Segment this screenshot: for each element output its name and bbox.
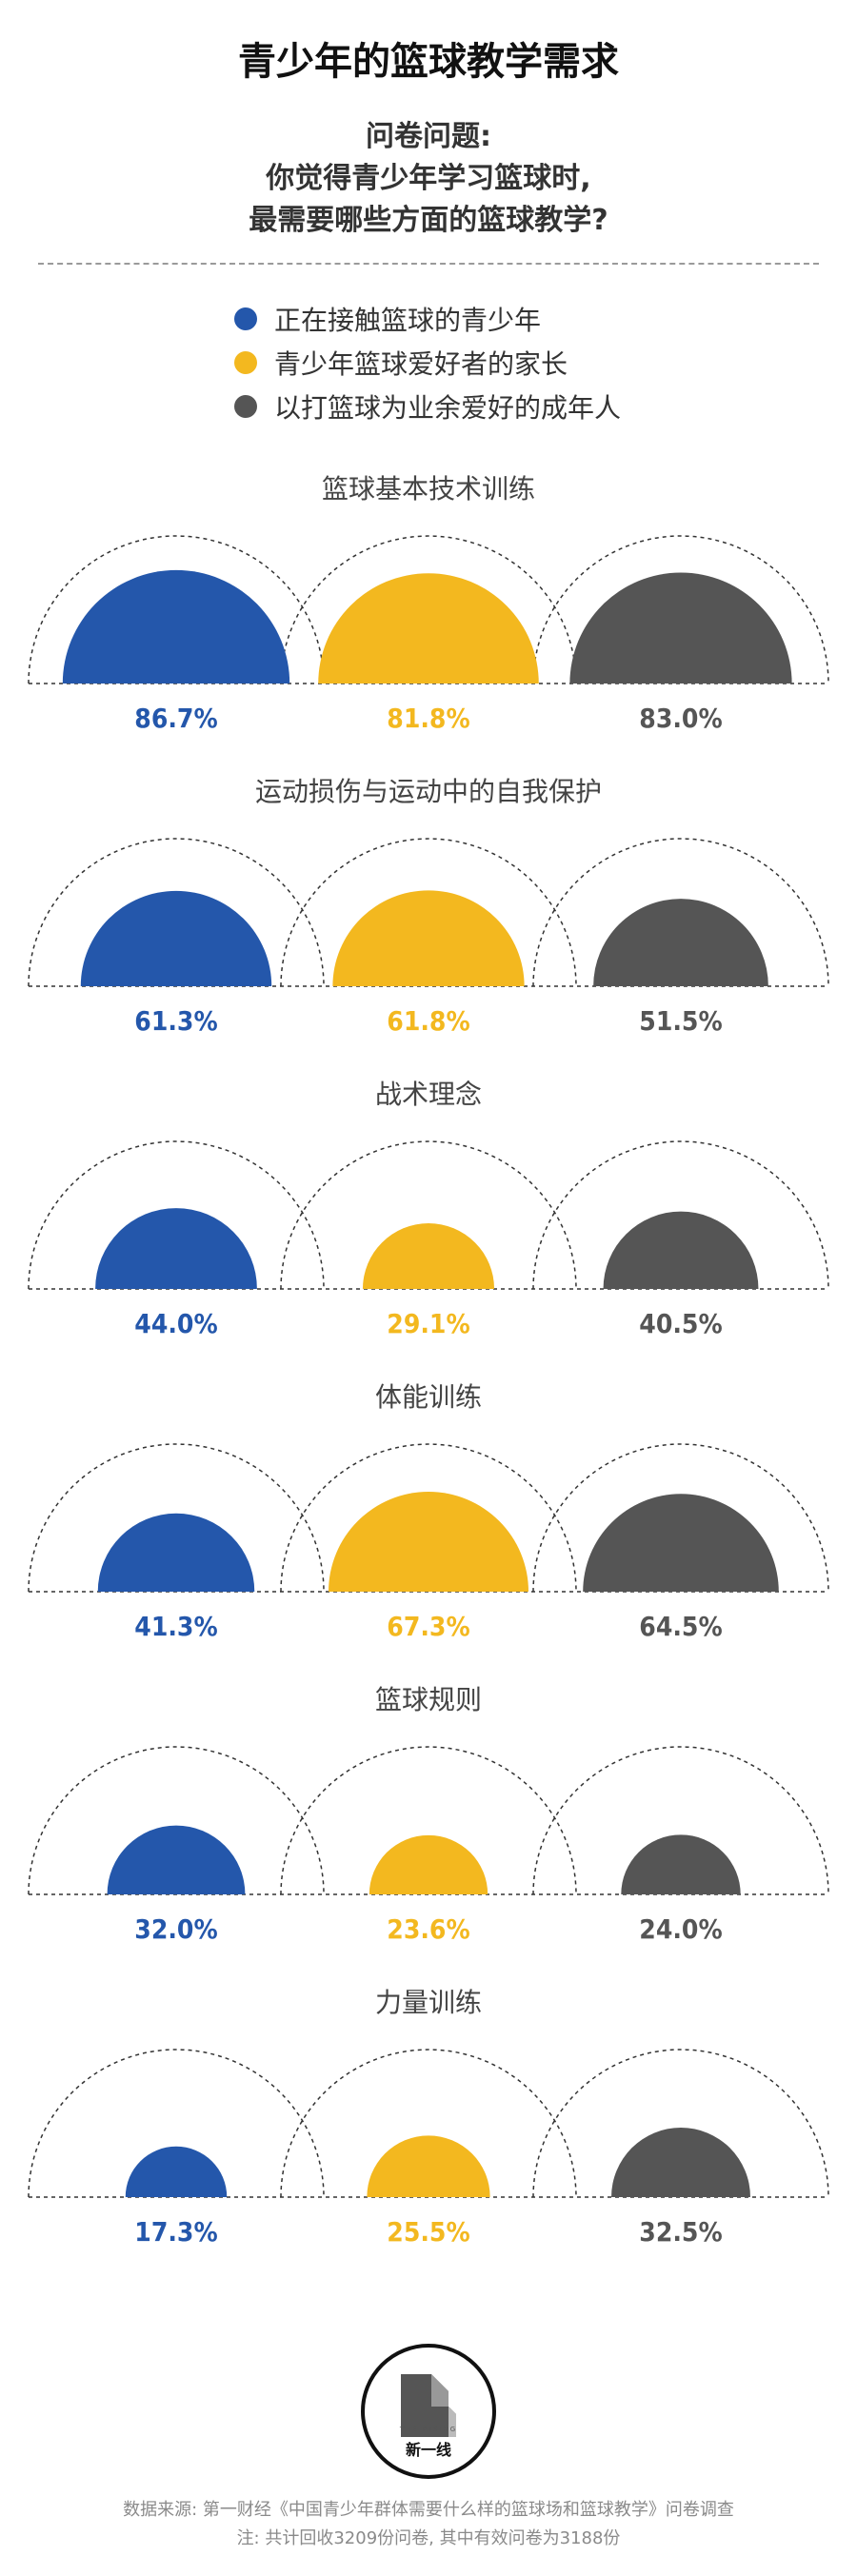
outline-arc-parents <box>280 1140 577 1290</box>
outline-arc-parents <box>280 1443 577 1593</box>
half-disc-parents <box>332 890 525 986</box>
half-disc-youth <box>62 569 290 684</box>
value-label-parents: 25.5% <box>387 2216 469 2248</box>
half-disc-adults <box>621 1834 741 1894</box>
value-label-adults: 24.0% <box>639 1913 722 1945</box>
value-label-youth: 41.3% <box>134 1611 217 1642</box>
logo: THE RISING 新一线 <box>361 2344 496 2479</box>
half-disc-youth <box>107 1825 246 1894</box>
outline-arc-adults <box>532 535 829 684</box>
half-disc-parents <box>318 573 539 684</box>
value-label-adults: 32.5% <box>639 2216 722 2248</box>
half-disc-parents <box>369 1834 488 1894</box>
value-label-adults: 51.5% <box>639 1005 722 1037</box>
half-disc-parents <box>362 1222 495 1289</box>
half-disc-adults <box>603 1211 759 1289</box>
source-line-2: 注: 共计回收3209份问卷, 其中有效问卷为3188份 <box>236 2528 621 2548</box>
outline-arc-adults <box>532 1443 829 1593</box>
question-line-2: 最需要哪些方面的篮球教学? <box>249 204 608 237</box>
half-disc-youth <box>80 890 272 986</box>
dashed-divider <box>38 263 819 265</box>
half-disc-youth <box>95 1208 257 1289</box>
half-disc-parents <box>367 2135 490 2197</box>
group-title: 篮球基本技术训练 <box>322 473 535 505</box>
outline-arc-youth <box>28 1443 325 1593</box>
outline-arc-youth <box>28 535 325 684</box>
group-title: 篮球规则 <box>375 1684 482 1715</box>
outline-arc-parents <box>280 838 577 987</box>
outline-arc-parents <box>280 2049 577 2198</box>
value-label-youth: 61.3% <box>134 1005 217 1037</box>
value-label-youth: 44.0% <box>134 1308 217 1339</box>
group-title: 力量训练 <box>375 1987 482 2018</box>
logo-name: 新一线 <box>405 2441 451 2459</box>
value-label-adults: 83.0% <box>639 703 722 734</box>
legend-dot-adults <box>234 395 257 418</box>
half-disc-adults <box>593 899 768 986</box>
half-disc-adults <box>583 1494 779 1592</box>
value-label-youth: 32.0% <box>134 1913 217 1945</box>
question-line-1: 你觉得青少年学习篮球时, <box>266 162 591 195</box>
legend-item-youth: 正在接触篮球的青少年 <box>234 297 621 341</box>
source-line-1: 数据来源: 第一财经《中国青少年群体需要什么样的篮球场和篮球教学》问卷调查 <box>123 2500 734 2520</box>
value-label-parents: 61.8% <box>387 1005 469 1037</box>
outline-arc-parents <box>280 1746 577 1895</box>
outline-arc-adults <box>532 1746 829 1895</box>
legend-label-youth: 正在接触篮球的青少年 <box>274 305 542 336</box>
half-disc-youth <box>97 1513 255 1592</box>
value-label-youth: 17.3% <box>134 2216 217 2248</box>
half-disc-adults <box>611 2128 750 2197</box>
outline-arc-adults <box>532 838 829 987</box>
legend-dot-parents <box>234 351 257 374</box>
value-label-youth: 86.7% <box>134 703 217 734</box>
value-label-parents: 81.8% <box>387 703 469 734</box>
legend-dot-youth <box>234 307 257 330</box>
value-label-adults: 40.5% <box>639 1308 722 1339</box>
legend-item-parents: 青少年篮球爱好者的家长 <box>234 341 621 385</box>
outline-arc-youth <box>28 1140 325 1290</box>
outline-arc-youth <box>28 2049 325 2198</box>
group-title: 体能训练 <box>375 1381 482 1413</box>
value-label-adults: 64.5% <box>639 1611 722 1642</box>
logo-tagline: THE RISING <box>399 2426 458 2433</box>
outline-arc-youth <box>28 838 325 987</box>
group-title: 运动损伤与运动中的自我保护 <box>255 776 602 807</box>
value-label-parents: 67.3% <box>387 1611 469 1642</box>
logo-mark-icon <box>401 2374 456 2437</box>
value-label-parents: 29.1% <box>387 1308 469 1339</box>
legend: 正在接触篮球的青少年 青少年篮球爱好者的家长 以打篮球为业余爱好的成年人 <box>234 297 621 428</box>
page-title: 青少年的篮球教学需求 <box>238 40 619 84</box>
outline-arc-adults <box>532 1140 829 1290</box>
half-disc-parents <box>328 1492 529 1592</box>
legend-item-adults: 以打篮球为业余爱好的成年人 <box>234 385 621 428</box>
legend-label-adults: 以打篮球为业余爱好的成年人 <box>274 392 622 424</box>
logo-ring <box>361 2344 496 2479</box>
half-disc-youth <box>125 2146 228 2197</box>
outline-arc-parents <box>280 535 577 684</box>
question-label: 问卷问题: <box>366 120 491 153</box>
value-label-parents: 23.6% <box>387 1913 469 1945</box>
half-disc-adults <box>569 572 792 684</box>
outline-arc-adults <box>532 2049 829 2198</box>
outline-arc-youth <box>28 1746 325 1895</box>
legend-label-parents: 青少年篮球爱好者的家长 <box>274 348 568 380</box>
group-title: 战术理念 <box>375 1079 482 1110</box>
